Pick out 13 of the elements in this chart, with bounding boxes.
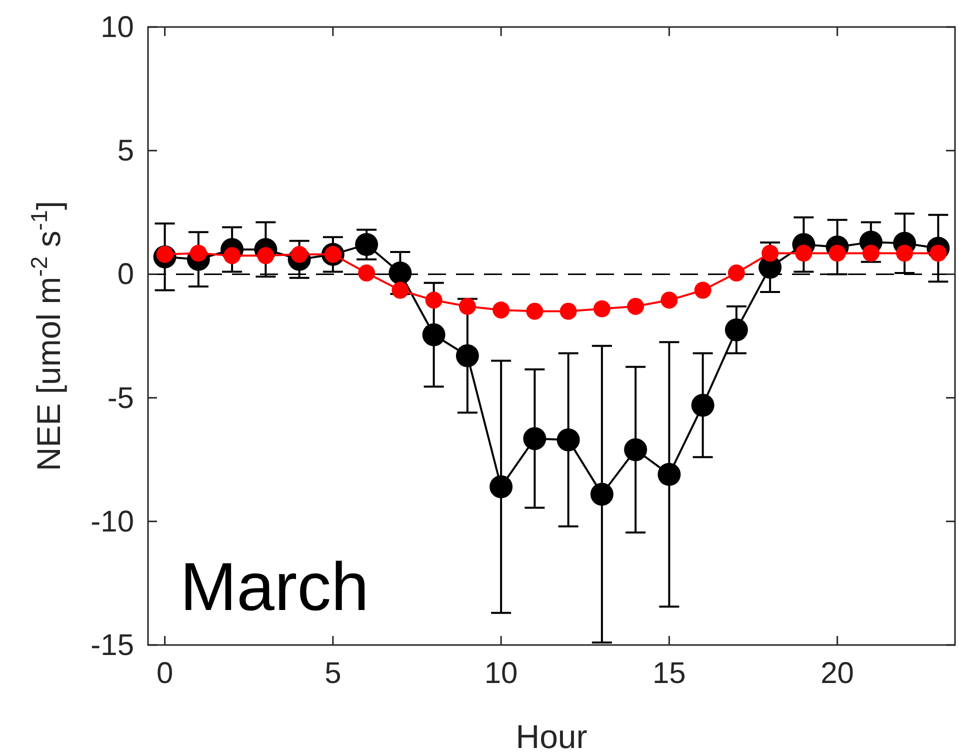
- x-tick-label: 0: [156, 657, 174, 690]
- y-tick-label: 0: [117, 258, 134, 292]
- y-tick-label: 10: [100, 11, 134, 44]
- x-tick-label: 20: [820, 657, 854, 690]
- annotation: March: [180, 549, 369, 625]
- y-tick-label: -10: [90, 505, 134, 538]
- x-tick-label: 15: [652, 657, 686, 690]
- x-tick-label: 10: [484, 657, 518, 690]
- y-tick-label: -5: [107, 382, 134, 415]
- x-axis-title: Hour: [516, 718, 588, 754]
- y-tick-label: -15: [90, 629, 134, 662]
- x-tick-label: 5: [324, 657, 342, 690]
- y-tick-label: 5: [117, 134, 134, 168]
